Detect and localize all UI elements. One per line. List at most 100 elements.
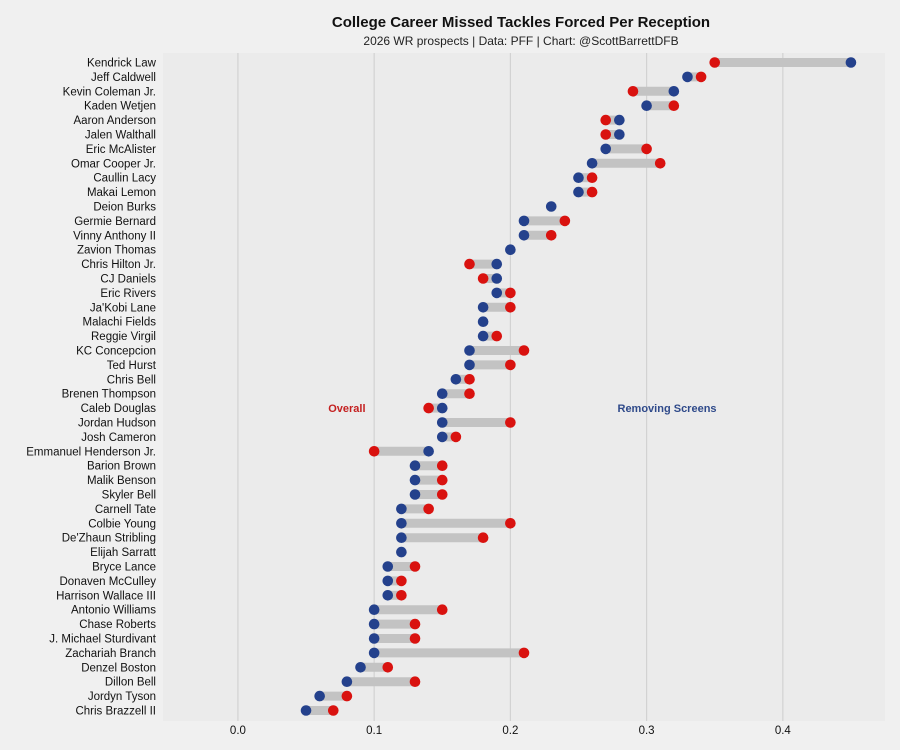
overall-point xyxy=(436,604,448,615)
player-label: CJ Daniels xyxy=(100,274,156,286)
removing-screens-point xyxy=(614,129,625,140)
overall-point xyxy=(600,114,612,126)
overall-point xyxy=(423,503,434,515)
removing-screens-point xyxy=(409,489,421,500)
overall-point xyxy=(505,359,516,371)
player-label: Malachi Fields xyxy=(83,317,157,329)
removing-screens-point xyxy=(341,676,353,687)
removing-screens-point xyxy=(600,143,612,155)
overall-point xyxy=(436,460,448,472)
player-label: Jalen Walthall xyxy=(85,130,156,142)
removing-screens-point xyxy=(396,503,407,515)
removing-screens-point xyxy=(396,546,407,558)
removing-screens-point xyxy=(505,244,516,255)
removing-screens-point xyxy=(545,201,557,212)
player-label: Chase Roberts xyxy=(79,619,156,631)
removing-screens-point xyxy=(382,590,394,601)
player-label: Skyler Bell xyxy=(102,490,156,502)
player-label: Ted Hurst xyxy=(107,360,157,372)
player-label: Aaron Anderson xyxy=(74,115,156,127)
player-label: Donaven McCulley xyxy=(59,576,156,588)
player-label: Germie Bernard xyxy=(74,216,156,228)
player-label: Kevin Coleman Jr. xyxy=(63,86,156,98)
player-label: Antonio Williams xyxy=(71,605,156,617)
player-label: Omar Cooper Jr. xyxy=(71,158,156,170)
overall-point xyxy=(341,690,353,702)
overall-point xyxy=(382,662,394,673)
overall-point xyxy=(396,575,407,587)
player-label: Vinny Anthony II xyxy=(73,230,156,242)
overall-point xyxy=(477,532,489,543)
removing-screens-point xyxy=(573,172,584,183)
removing-screens-point xyxy=(518,215,530,227)
player-label: J. Michael Sturdivant xyxy=(49,634,157,646)
removing-screens-point xyxy=(491,258,503,270)
player-label: Chris Brazzell II xyxy=(75,706,156,718)
player-label: Eric McAlister xyxy=(86,144,156,156)
overall-point xyxy=(600,129,612,140)
player-label: Chris Hilton Jr. xyxy=(81,259,156,271)
overall-point xyxy=(586,172,598,183)
x-axis-ticks: 0.0 0.1 0.2 0.3 0.4 xyxy=(230,725,791,737)
player-label: Jeff Caldwell xyxy=(91,72,156,84)
annotation-label: Removing Screens xyxy=(618,403,717,415)
removing-screens-point xyxy=(368,633,380,644)
overall-point xyxy=(627,86,639,97)
removing-screens-point xyxy=(423,446,434,457)
player-label: Josh Cameron xyxy=(81,432,156,444)
removing-screens-point xyxy=(668,86,680,97)
overall-point xyxy=(505,518,516,529)
removing-screens-point xyxy=(382,561,394,572)
overall-point xyxy=(423,402,434,414)
removing-screens-point xyxy=(491,273,503,284)
overall-point xyxy=(641,143,652,155)
player-label: Jordyn Tyson xyxy=(88,691,156,703)
removing-screens-point xyxy=(450,374,462,385)
removing-screens-point xyxy=(682,71,693,83)
removing-screens-point xyxy=(641,100,652,111)
removing-screens-point xyxy=(368,604,380,615)
data-points xyxy=(300,57,857,716)
x-tick-label: 0.1 xyxy=(366,725,382,737)
overall-point xyxy=(327,705,339,716)
x-tick-label: 0.2 xyxy=(502,725,518,737)
removing-screens-point xyxy=(436,402,448,414)
chart-subtitle: 2026 WR prospects | Data: PFF | Chart: @… xyxy=(363,34,678,48)
overall-point xyxy=(436,489,448,500)
overall-point xyxy=(695,71,707,83)
player-label: Barion Brown xyxy=(87,461,156,473)
x-tick-label: 0.0 xyxy=(230,725,246,737)
player-label: Colbie Young xyxy=(88,518,156,530)
overall-point xyxy=(368,446,380,457)
removing-screens-point xyxy=(314,690,325,702)
player-label: De'Zhaun Stribling xyxy=(62,533,156,545)
removing-screens-point xyxy=(396,532,407,543)
annotations: Overall Removing Screens xyxy=(328,403,716,415)
overall-point xyxy=(436,474,448,486)
removing-screens-point xyxy=(464,359,475,371)
overall-point xyxy=(477,273,489,284)
overall-point xyxy=(450,431,462,443)
annotation-label: Overall xyxy=(328,403,365,415)
player-label: Chris Bell xyxy=(107,374,156,386)
removing-screens-point xyxy=(518,230,530,241)
overall-point xyxy=(559,215,571,227)
overall-point xyxy=(654,158,666,169)
overall-point xyxy=(518,647,530,659)
removing-screens-point xyxy=(436,431,448,443)
removing-screens-point xyxy=(477,316,489,328)
player-label: Brenen Thompson xyxy=(62,389,156,401)
player-label: Ja'Kobi Lane xyxy=(90,302,156,314)
player-label: KC Concepcion xyxy=(76,346,156,358)
overall-point xyxy=(505,302,516,313)
player-labels: Kendrick Law Jeff Caldwell Kevin Coleman J… xyxy=(26,58,157,718)
removing-screens-point xyxy=(464,345,475,356)
removing-screens-point xyxy=(586,158,598,169)
overall-point xyxy=(668,100,680,111)
player-label: Caleb Douglas xyxy=(81,403,157,415)
removing-screens-point xyxy=(477,330,489,342)
player-label: Caullin Lacy xyxy=(93,173,156,185)
removing-screens-point xyxy=(436,388,448,400)
removing-screens-point xyxy=(396,518,407,529)
